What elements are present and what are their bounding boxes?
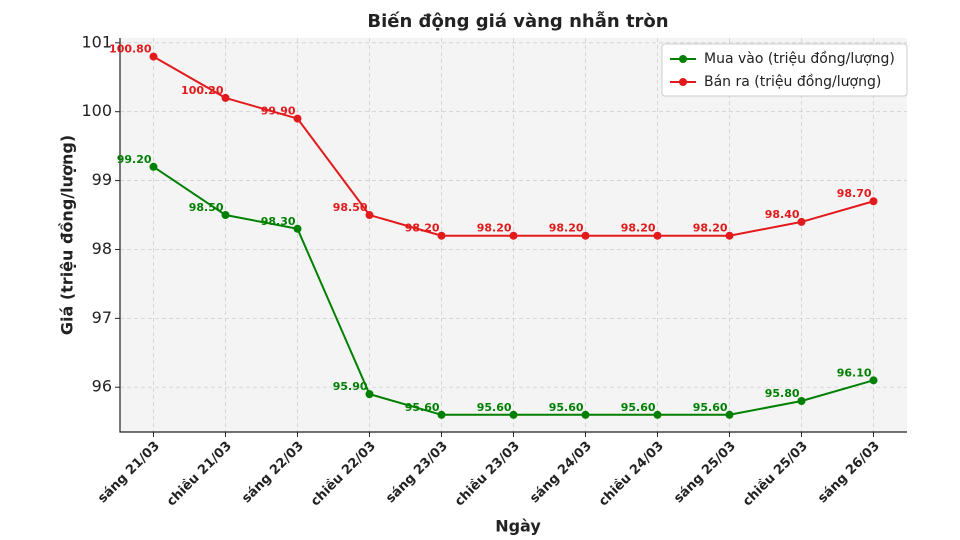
value-label: 95.90	[333, 380, 368, 393]
x-tick-label: chiều 21/03	[164, 439, 235, 510]
value-label: 96.10	[837, 366, 872, 379]
value-label: 98.20	[405, 222, 440, 235]
legend-label: Bán ra (triệu đồng/lượng)	[704, 73, 881, 90]
point	[509, 410, 518, 419]
value-label: 98.20	[621, 222, 656, 235]
y-tick-label: 101	[81, 32, 112, 51]
point	[149, 52, 158, 61]
value-label: 95.60	[549, 401, 584, 414]
point	[581, 231, 590, 240]
value-label: 100.80	[109, 43, 152, 56]
point	[653, 410, 662, 419]
chart-title: Biến động giá vàng nhẫn tròn	[367, 10, 668, 32]
point	[293, 114, 302, 123]
point	[149, 162, 158, 171]
x-axis-label: Ngày	[495, 517, 541, 536]
value-label: 99.20	[117, 153, 152, 166]
value-label: 98.20	[693, 222, 728, 235]
point	[437, 231, 446, 240]
point	[437, 410, 446, 419]
legend-box	[661, 43, 908, 97]
point	[221, 93, 230, 102]
value-label: 98.70	[837, 187, 872, 200]
point	[725, 231, 734, 240]
point	[797, 397, 806, 406]
x-tick-label: chiều 25/03	[740, 439, 811, 510]
y-tick-label: 99	[92, 170, 112, 189]
value-label: 98.40	[765, 208, 800, 221]
point	[509, 231, 518, 240]
value-label: 98.20	[477, 222, 512, 235]
legend-marker	[679, 55, 687, 63]
legend-marker	[679, 78, 687, 86]
value-label: 95.60	[621, 401, 656, 414]
point	[869, 376, 878, 385]
point	[869, 197, 878, 206]
point	[581, 410, 590, 419]
y-axis-label: Giá (triệu đồng/lượng)	[58, 135, 77, 335]
point	[797, 217, 806, 226]
value-label: 95.80	[765, 387, 800, 400]
point	[293, 224, 302, 233]
axis-frame	[119, 38, 907, 433]
value-label: 95.60	[477, 401, 512, 414]
value-label: 98.50	[189, 201, 224, 214]
value-label: 100.20	[181, 84, 224, 97]
x-tick-label: sáng 25/03	[671, 439, 739, 507]
point	[365, 390, 374, 399]
value-label: 95.60	[693, 401, 728, 414]
x-tick-label: sáng 26/03	[815, 439, 883, 507]
x-tick-label: sáng 24/03	[527, 439, 595, 507]
point	[725, 410, 734, 419]
x-tick-label: sáng 22/03	[239, 439, 307, 507]
value-label: 95.60	[405, 401, 440, 414]
x-tick-label: chiều 24/03	[596, 439, 667, 510]
y-tick-label: 96	[92, 377, 112, 396]
value-label: 98.50	[333, 201, 368, 214]
x-tick-label: sáng 23/03	[383, 439, 451, 507]
x-tick-label: chiều 22/03	[308, 439, 379, 510]
y-tick-label: 97	[92, 308, 112, 327]
point	[653, 231, 662, 240]
x-tick-label: sáng 21/03	[95, 439, 163, 507]
point	[365, 211, 374, 220]
legend-label: Mua vào (triệu đồng/lượng)	[704, 50, 895, 67]
value-label: 98.20	[549, 222, 584, 235]
x-tick-label: chiều 23/03	[452, 439, 523, 510]
y-tick-label: 98	[92, 239, 112, 258]
point	[221, 211, 230, 220]
value-label: 98.30	[261, 215, 296, 228]
value-label: 99.90	[261, 105, 296, 118]
y-tick-label: 100	[81, 101, 112, 120]
